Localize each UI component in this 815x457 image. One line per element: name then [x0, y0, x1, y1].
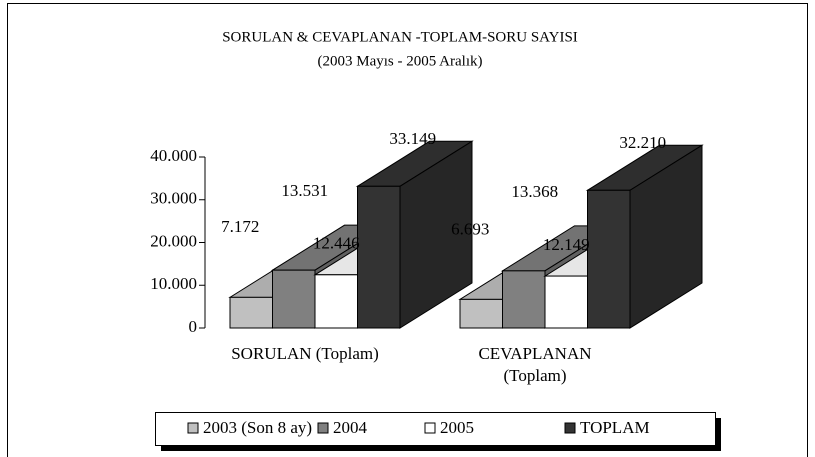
- bar: [544, 275, 588, 329]
- y-tick-label: 30.000: [150, 189, 197, 208]
- bar: [229, 296, 273, 329]
- legend-label: 2005: [440, 418, 474, 437]
- bar: [587, 189, 631, 329]
- y-tick-label: 40.000: [150, 146, 197, 165]
- bar: [272, 269, 316, 329]
- y-tick-label: 10.000: [150, 274, 197, 293]
- data-label: 33.149: [389, 129, 436, 148]
- data-label: 12.446: [313, 234, 360, 253]
- bar: [314, 274, 358, 329]
- legend-swatch: [564, 422, 576, 434]
- legend-label: 2004: [333, 418, 368, 437]
- legend-label: 2003 (Son 8 ay): [203, 418, 312, 437]
- x-tick-label: SORULAN (Toplam): [231, 344, 379, 363]
- legend-swatch: [317, 422, 329, 434]
- legend-swatch: [187, 422, 199, 434]
- x-tick-label: CEVAPLANAN (Toplam): [478, 344, 592, 385]
- data-label: 32.210: [619, 133, 666, 152]
- legend-swatch: [424, 422, 436, 434]
- chart-title: SORULAN & CEVAPLANAN -TOPLAM-SORU SAYISI: [222, 29, 578, 45]
- bar: [502, 270, 546, 329]
- bar: [459, 298, 503, 329]
- data-label: 13.531: [281, 181, 328, 200]
- chart-subtitle: (2003 Mayıs - 2005 Aralık): [318, 53, 483, 69]
- data-label: 6.693: [451, 219, 489, 238]
- y-tick-label: 0: [189, 317, 198, 336]
- data-label: 7.172: [221, 217, 259, 236]
- data-label: 12.149: [543, 235, 590, 254]
- bar: [357, 185, 401, 329]
- data-label: 13.368: [511, 182, 558, 201]
- legend-label: TOPLAM: [580, 418, 650, 437]
- y-tick-label: 20.000: [150, 231, 197, 250]
